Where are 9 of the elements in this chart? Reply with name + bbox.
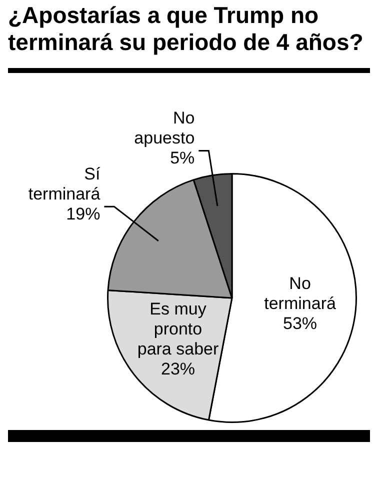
data-label: 53% [283, 314, 318, 334]
data-label: 19% [66, 204, 100, 224]
slice-label: No terminará [264, 274, 336, 314]
slice-label: Es muy pronto para saber [137, 300, 219, 359]
slice-label: Sí terminará [28, 164, 101, 204]
slice-label: No apuesto [134, 108, 195, 148]
data-label: 23% [160, 360, 196, 379]
data-label: 5% [170, 148, 195, 168]
chart-title: ¿Apostarías a que Trump no terminará su periodo de 4 años? [8, 2, 364, 56]
